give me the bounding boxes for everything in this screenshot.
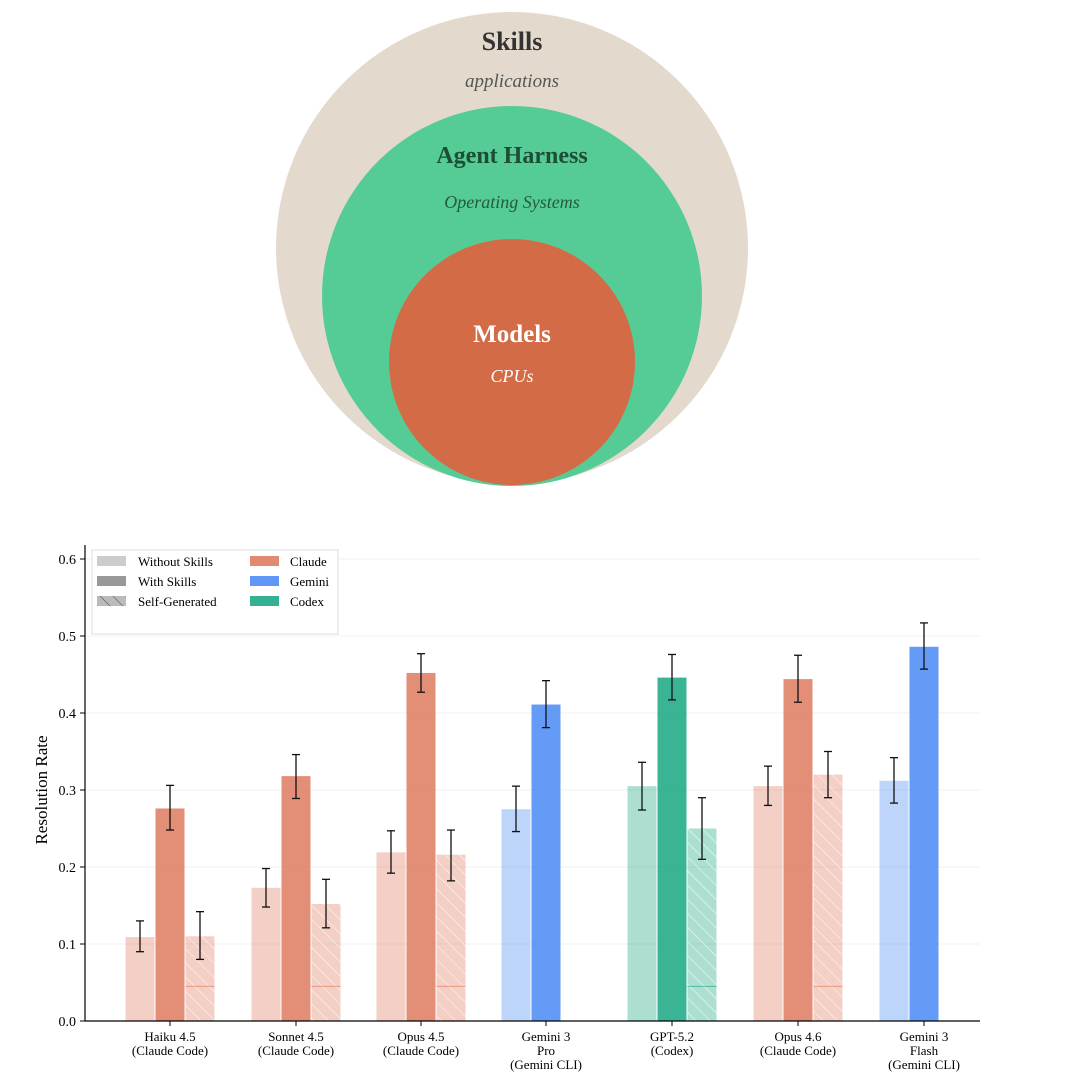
skills-subtitle: applications <box>465 71 559 92</box>
bar-without-skills <box>879 780 909 1021</box>
x-tick-label: (Claude Code) <box>258 1043 334 1058</box>
bar-with-skills <box>909 646 939 1021</box>
y-tick-label: 0.4 <box>59 707 77 722</box>
y-tick-label: 0.5 <box>59 630 77 645</box>
x-tick-label: (Claude Code) <box>383 1043 459 1058</box>
legend-label: Self-Generated <box>138 594 217 609</box>
legend-label: Gemini <box>290 574 329 589</box>
bar-with-skills <box>657 677 687 1021</box>
y-tick-label: 0.1 <box>59 938 77 953</box>
skills-title: Skills <box>482 27 543 56</box>
x-tick-label: Opus 4.5 <box>398 1029 445 1044</box>
agent-harness-subtitle: Operating Systems <box>444 192 579 212</box>
bar-with-skills <box>783 679 813 1021</box>
x-tick-label: (Gemini CLI) <box>888 1057 960 1072</box>
bar-without-skills <box>627 786 657 1021</box>
x-tick-label: Gemini 3 <box>900 1029 949 1044</box>
legend-swatch-gemini <box>250 576 279 586</box>
models-title: Models <box>473 321 551 348</box>
x-tick-label: (Claude Code) <box>760 1043 836 1058</box>
legend-swatch-without-skills <box>97 556 126 566</box>
agent-harness-title: Agent Harness <box>436 143 587 169</box>
x-tick-label: (Codex) <box>651 1043 694 1058</box>
y-tick-label: 0.6 <box>59 553 77 568</box>
bar-hatch <box>813 774 843 1021</box>
bar-hatch <box>687 828 717 1021</box>
y-axis-label: Resolution Rate <box>32 735 51 844</box>
bar-chart: 0.0 0.1 0.2 0.3 0.4 0.5 0.6 Resolution Rate Haik… <box>32 545 980 1072</box>
bar-without-skills <box>501 809 531 1021</box>
x-tick-label: Pro <box>537 1043 555 1058</box>
legend-label: Claude <box>290 554 327 569</box>
layer-diagram: Skills applications Agent Harness Operat… <box>276 12 748 486</box>
y-tick-label: 0.2 <box>59 861 77 876</box>
legend: Without Skills With Skills Self-Generated C… <box>91 549 339 635</box>
legend-hatch <box>97 596 126 606</box>
y-tick-label: 0.0 <box>59 1015 77 1030</box>
legend-box <box>91 549 339 635</box>
x-tick-label: Sonnet 4.5 <box>268 1029 324 1044</box>
legend-label: Without Skills <box>138 554 213 569</box>
bar-hatch <box>436 854 466 1021</box>
bar-with-skills <box>406 672 436 1021</box>
legend-swatch-codex <box>250 596 279 606</box>
bar-with-skills <box>155 808 185 1021</box>
bar-without-skills <box>376 852 406 1021</box>
x-tick-label: Haiku 4.5 <box>144 1029 195 1044</box>
x-tick-label: Opus 4.6 <box>775 1029 822 1044</box>
y-tick-label: 0.3 <box>59 784 77 799</box>
x-tick-label: (Claude Code) <box>132 1043 208 1058</box>
legend-swatch-with-skills <box>97 576 126 586</box>
legend-label: Codex <box>290 594 324 609</box>
x-tick-label: GPT-5.2 <box>650 1029 694 1044</box>
bar-without-skills <box>753 786 783 1021</box>
models-circle <box>389 239 635 485</box>
bar-with-skills <box>281 776 311 1021</box>
bar-with-skills <box>531 704 561 1021</box>
x-tick-label: Gemini 3 <box>522 1029 571 1044</box>
x-tick-label: (Gemini CLI) <box>510 1057 582 1072</box>
legend-label: With Skills <box>138 574 196 589</box>
legend-swatch-claude <box>250 556 279 566</box>
bar-without-skills <box>251 887 281 1021</box>
x-tick-label: Flash <box>910 1043 939 1058</box>
models-subtitle: CPUs <box>490 366 533 386</box>
